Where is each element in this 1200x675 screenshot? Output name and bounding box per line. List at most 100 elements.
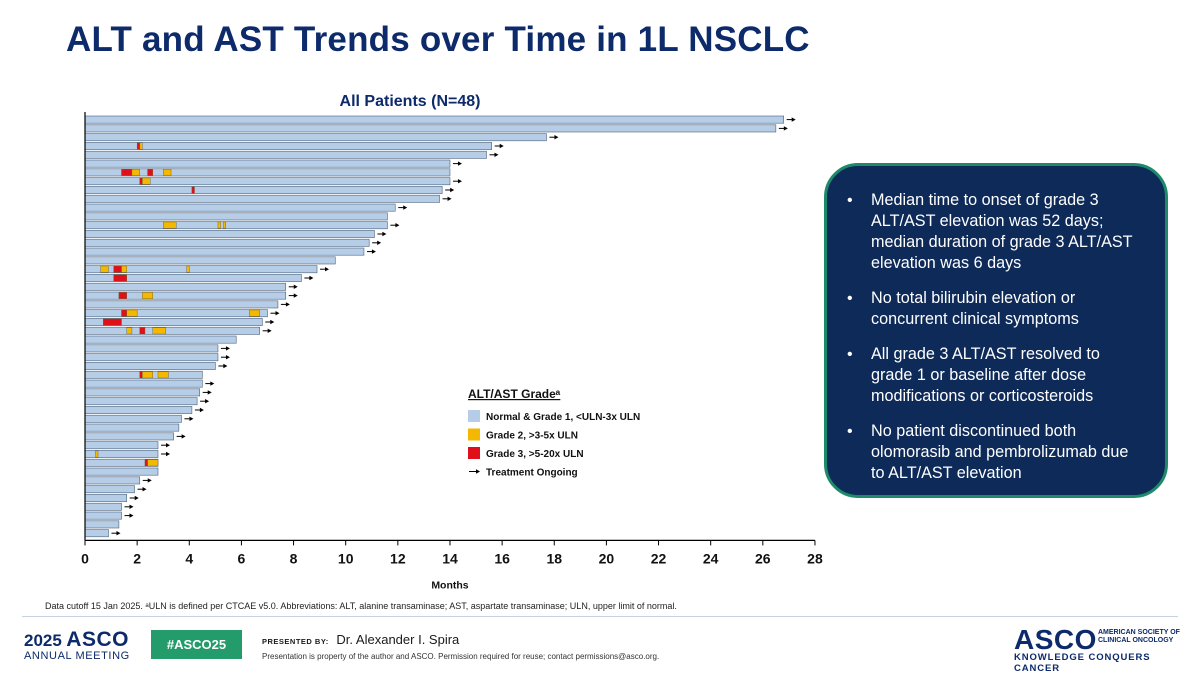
x-tick-label: 28 — [807, 550, 823, 566]
duration-bar — [84, 115, 784, 124]
ongoing-arrow-icon — [189, 416, 194, 421]
patient-row — [84, 265, 330, 274]
grade2-segment — [126, 327, 133, 335]
asco-logo: ASCO AMERICAN SOCIETY OF CLINICAL ONCOLO… — [1014, 624, 1184, 674]
duration-bar — [84, 432, 174, 441]
patient-row — [84, 344, 230, 353]
grade2-segment — [139, 142, 143, 150]
patient-row — [84, 212, 388, 221]
patient-row — [84, 282, 298, 291]
ongoing-arrow-icon — [223, 363, 228, 369]
summary-bullet: • No patient discontinued both olomorasib… — [847, 421, 1145, 484]
grade3-segment — [139, 327, 146, 335]
ongoing-arrow-icon — [450, 187, 455, 193]
duration-bar — [84, 186, 443, 194]
patient-row — [84, 520, 120, 529]
asco-society-name: AMERICAN SOCIETY OF CLINICAL ONCOLOGY — [1098, 629, 1180, 645]
grade2-segment — [131, 169, 140, 176]
bullet-icon: • — [847, 192, 853, 209]
patient-row — [84, 318, 275, 326]
ongoing-arrow-icon — [395, 223, 400, 228]
grade3-segment — [136, 142, 140, 150]
grade3-segment — [118, 292, 127, 299]
grade2-segment — [100, 265, 109, 273]
duration-bar — [84, 326, 260, 335]
grade3-segment — [103, 318, 122, 326]
duration-bar — [84, 221, 388, 230]
ongoing-arrow-icon — [210, 381, 215, 386]
patient-row — [84, 379, 215, 388]
x-tick-label: 4 — [185, 550, 193, 566]
slide-title: ALT and AST Trends over Time in 1L NSCLC — [66, 20, 810, 59]
patient-bars — [84, 115, 796, 538]
patient-row — [84, 326, 272, 335]
ongoing-arrow-icon — [205, 399, 210, 404]
grade2-segment — [249, 309, 260, 317]
duration-bar — [84, 194, 440, 203]
legend-label: Grade 3, >5-20x ULN — [486, 449, 584, 460]
summary-bullet: • All grade 3 ALT/AST resolved to grade 1… — [847, 344, 1145, 407]
patient-row — [84, 335, 237, 344]
duration-bar — [84, 256, 336, 265]
patient-row — [84, 186, 455, 194]
patient-row — [84, 142, 504, 150]
patient-row — [84, 238, 382, 247]
ongoing-arrow-icon — [285, 302, 290, 307]
presenter-name: Dr. Alexander I. Spira — [336, 632, 460, 647]
duration-bar — [84, 300, 279, 309]
duration-bar — [84, 520, 120, 529]
summary-text: No patient discontinued both olomorasib … — [871, 422, 1129, 482]
legend-swatch — [468, 410, 480, 422]
duration-bar — [84, 362, 216, 370]
footer-divider — [22, 616, 1178, 617]
grade2-segment — [222, 221, 226, 229]
grade2-segment — [163, 221, 177, 229]
ongoing-arrow-icon — [457, 161, 462, 166]
meeting-name: ANNUAL MEETING — [24, 650, 130, 662]
duration-bar — [84, 353, 219, 362]
ongoing-arrow-icon — [147, 478, 152, 483]
ongoing-arrow-icon — [207, 390, 212, 395]
x-tick-label: 18 — [546, 550, 562, 566]
patient-row — [84, 502, 134, 511]
grade2-segment — [121, 265, 127, 273]
ongoing-arrow-icon — [371, 249, 376, 254]
grade2-segment — [142, 292, 153, 299]
ongoing-arrow-icon — [142, 487, 147, 492]
chart-title: All Patients (N=48) — [339, 93, 481, 110]
grade3-segment — [121, 309, 127, 317]
grade3-segment — [139, 177, 143, 185]
grade2-segment — [142, 371, 153, 379]
summary-box: • Median time to onset of grade 3 ALT/AST… — [824, 163, 1168, 498]
duration-bar — [84, 282, 287, 291]
duration-bar — [84, 238, 370, 247]
duration-bar — [84, 124, 777, 133]
ongoing-arrow-icon — [476, 469, 480, 474]
grade2-segment — [152, 327, 167, 335]
x-tick-label: 6 — [238, 550, 246, 566]
ongoing-arrow-icon — [293, 284, 298, 289]
patient-row — [84, 370, 203, 379]
patient-row — [84, 274, 314, 282]
ongoing-arrow-icon — [499, 143, 504, 149]
patient-row — [84, 450, 170, 458]
ongoing-arrow-icon — [116, 531, 121, 536]
ongoing-arrow-icon — [783, 126, 788, 131]
grade3-segment — [139, 371, 143, 379]
duration-bar — [84, 212, 388, 221]
legend-item: Treatment Ongoing — [469, 468, 578, 479]
legend-item: Grade 3, >5-20x ULN — [468, 447, 584, 460]
patient-row — [84, 133, 559, 142]
x-tick-label: 22 — [651, 550, 667, 566]
bullet-icon: • — [847, 423, 853, 440]
patient-row — [84, 362, 228, 370]
ongoing-arrow-icon — [165, 451, 170, 457]
duration-bar — [84, 309, 268, 318]
ongoing-arrow-icon — [165, 443, 170, 448]
duration-bar — [84, 379, 203, 388]
patient-row — [84, 150, 499, 159]
asco-tagline: KNOWLEDGE CONQUERS CANCER — [1014, 652, 1151, 674]
grade2-segment — [142, 177, 151, 185]
patient-row — [84, 300, 290, 309]
